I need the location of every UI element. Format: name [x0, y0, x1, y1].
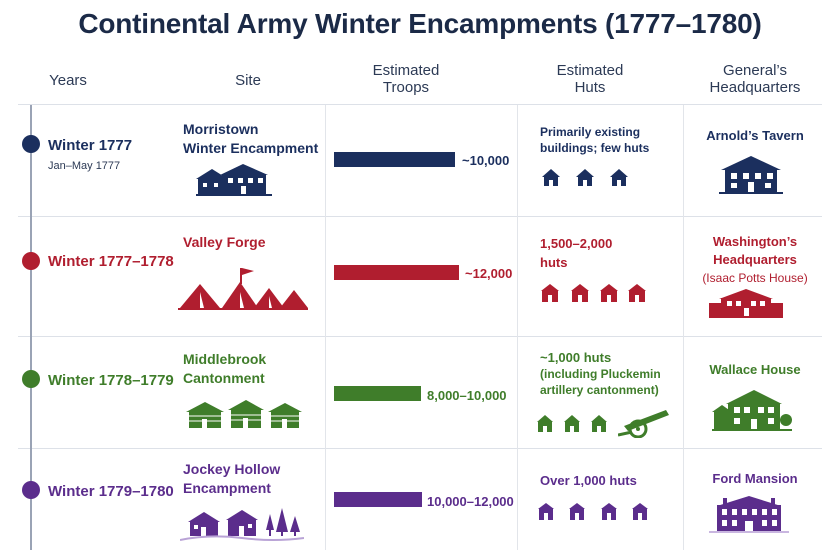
- huts-line2: huts: [540, 255, 568, 270]
- colonial-house-icon: [196, 164, 272, 196]
- year-label: Winter 1779–1780: [48, 483, 174, 500]
- hq-name: Washington’s Headquarters (Isaac Potts H…: [688, 233, 822, 287]
- troops-bar: [334, 265, 459, 280]
- header-troops: Estimated Troops: [346, 62, 466, 96]
- hut-icon: [601, 503, 617, 520]
- hut-icon: [541, 284, 559, 302]
- huts-line3: artillery cantonment): [540, 383, 659, 397]
- troops-value: 10,000–12,000: [427, 494, 514, 509]
- hq-name-line1: Wallace House: [709, 362, 801, 377]
- hq-name-line1: Arnold’s Tavern: [706, 128, 804, 143]
- site-name-line2: Encampment: [183, 480, 271, 496]
- stone-house-icon: [709, 289, 783, 318]
- page-title: Continental Army Winter Encampments (177…: [78, 8, 762, 39]
- hut-icon: [632, 503, 648, 520]
- divider: [18, 216, 822, 217]
- year-label: Winter 1777: [48, 137, 133, 154]
- troops-bar: [334, 492, 422, 507]
- divider: [683, 105, 684, 550]
- divider: [18, 336, 822, 337]
- hq-name-line2: Headquarters: [713, 252, 797, 267]
- header-hq: General’s Headquarters: [695, 62, 815, 96]
- timeline-dot: [22, 481, 40, 499]
- hut-icon-row: [542, 169, 628, 186]
- huts-description: ~1,000 huts (including Pluckemin artille…: [540, 350, 661, 398]
- site-name-line1: Middlebrook: [183, 351, 267, 367]
- header-hq-line2: Headquarters: [709, 79, 801, 96]
- farmhouse-icon: [712, 390, 792, 431]
- hut-icon: [576, 169, 594, 186]
- huts-line2: (including Pluckemin: [540, 367, 661, 381]
- hut-icon: [628, 284, 646, 302]
- site-name: Middlebrook Cantonment: [183, 350, 266, 388]
- hut-icon-row: [538, 503, 648, 520]
- hut-icon: [538, 503, 554, 520]
- hut-icon-row: [541, 284, 646, 302]
- site-name-line1: Jockey Hollow: [183, 461, 281, 477]
- troops-value: ~10,000: [462, 153, 510, 168]
- hut-icon-row: [537, 415, 607, 432]
- huts-description: Primarily existing buildings; few huts: [540, 124, 649, 156]
- divider: [517, 105, 518, 550]
- hq-name-line1: Ford Mansion: [712, 471, 798, 486]
- header-huts: Estimated Huts: [530, 62, 650, 96]
- header-years: Years: [49, 72, 87, 89]
- troops-value: ~12,000: [465, 266, 513, 281]
- site-name: Jockey Hollow Encampment: [183, 460, 280, 498]
- hut-icon: [542, 169, 560, 186]
- timeline-dot: [22, 252, 40, 270]
- site-name-line2: Winter Encampment: [183, 140, 319, 156]
- hut-icon: [571, 284, 589, 302]
- header-troops-line2: Troops: [382, 79, 430, 96]
- divider: [18, 448, 822, 449]
- header-huts-line2: Huts: [574, 79, 606, 96]
- hq-name: Wallace House: [688, 361, 822, 379]
- site-name-line1: Valley Forge: [183, 234, 266, 250]
- hut-icon: [591, 415, 607, 432]
- huts-description: 1,500–2,000 huts: [540, 234, 612, 272]
- huts-line1: Over 1,000 huts: [540, 473, 637, 488]
- timeline-dot: [22, 370, 40, 388]
- troops-bar: [334, 152, 455, 167]
- huts-line1: ~1,000 huts: [540, 350, 612, 365]
- year-sublabel: Jan–May 1777: [48, 160, 121, 172]
- site-name: Morristown Winter Encampment: [183, 120, 318, 158]
- divider: [325, 105, 326, 550]
- year-label: Winter 1778–1779: [48, 372, 174, 389]
- header-site: Site: [235, 72, 261, 89]
- site-name-line1: Morristown: [183, 121, 259, 137]
- hq-name: Arnold’s Tavern: [688, 127, 822, 145]
- hut-icon: [610, 169, 628, 186]
- hut-icon: [564, 415, 580, 432]
- mansion-icon: [709, 496, 789, 533]
- header-troops-line1: Estimated: [372, 62, 440, 79]
- timeline-dot: [22, 135, 40, 153]
- cabins-trees-icon: [180, 508, 304, 541]
- year-label: Winter 1777–1778: [48, 253, 174, 270]
- troops-value: 8,000–10,000: [427, 388, 507, 403]
- huts-line2: buildings; few huts: [540, 141, 650, 155]
- troops-bar: [334, 386, 421, 401]
- hut-icon: [569, 503, 585, 520]
- huts-description: Over 1,000 huts: [540, 471, 637, 490]
- huts-line1: Primarily existing: [540, 125, 641, 139]
- divider: [18, 104, 822, 105]
- hq-name-line1: Washington’s: [712, 234, 798, 249]
- tents-flag-icon: [178, 268, 308, 310]
- timeline-line: [30, 105, 32, 550]
- site-name-line2: Cantonment: [183, 370, 265, 386]
- hut-icon: [600, 284, 618, 302]
- log-cabins-icon: [186, 400, 302, 428]
- hut-icon: [537, 415, 553, 432]
- header-hq-line1: General’s: [723, 62, 787, 79]
- tavern-icon: [719, 156, 783, 194]
- cannon-icon: [618, 410, 669, 438]
- header-huts-line1: Estimated: [556, 62, 624, 79]
- site-name: Valley Forge: [183, 233, 265, 252]
- hq-name: Ford Mansion: [688, 470, 822, 488]
- hq-sublabel: (Isaac Potts House): [702, 271, 808, 285]
- huts-line1: 1,500–2,000: [540, 236, 613, 251]
